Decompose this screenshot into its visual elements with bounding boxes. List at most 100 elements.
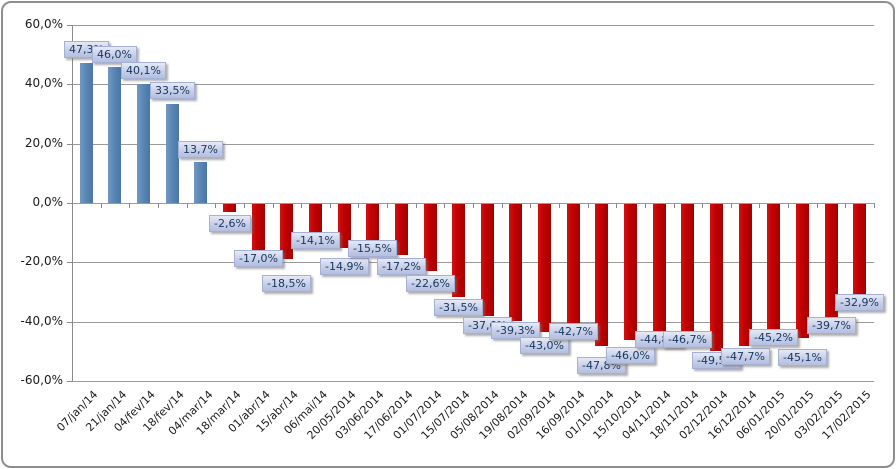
x-axis-tick <box>530 203 531 208</box>
y-axis-label: 0,0% <box>32 195 64 209</box>
value-label: -39,3% <box>491 322 540 339</box>
value-label: 46,0% <box>92 46 137 63</box>
gridline <box>72 25 874 26</box>
y-axis-tick <box>67 203 72 204</box>
x-axis-tick <box>588 203 589 208</box>
value-label: 33,5% <box>150 82 195 99</box>
value-label: -45,2% <box>749 329 798 346</box>
bar <box>825 204 838 322</box>
bar <box>653 204 666 337</box>
x-axis-tick <box>616 203 617 208</box>
y-axis-label: -20,0% <box>20 254 63 268</box>
bar <box>338 204 351 248</box>
x-axis-tick <box>674 203 675 208</box>
bar <box>366 204 379 250</box>
x-axis-tick <box>273 203 274 208</box>
value-label: -43,0% <box>520 337 569 354</box>
y-axis-label: 20,0% <box>24 136 63 150</box>
value-label: -15,5% <box>348 240 397 257</box>
value-label: -32,9% <box>835 294 884 311</box>
bar <box>509 204 522 321</box>
y-axis-tick <box>67 84 72 85</box>
x-axis-tick <box>645 203 646 208</box>
gridline <box>72 144 874 145</box>
x-axis-tick <box>731 203 732 208</box>
x-axis-tick <box>817 203 818 208</box>
bar <box>710 204 723 351</box>
y-axis-label: 40,0% <box>24 76 63 90</box>
y-axis-tick <box>67 262 72 263</box>
value-label: -22,6% <box>406 275 455 292</box>
bar <box>796 204 809 338</box>
x-axis-tick <box>358 203 359 208</box>
bar <box>80 63 93 203</box>
value-label: -45,1% <box>778 349 827 366</box>
value-label: 40,1% <box>121 62 166 79</box>
value-label: -31,5% <box>434 299 483 316</box>
value-label: -39,7% <box>807 317 856 334</box>
x-axis-tick <box>788 203 789 208</box>
value-label: -17,0% <box>234 250 283 267</box>
y-axis-tick <box>67 381 72 382</box>
x-axis-tick <box>759 203 760 208</box>
bar <box>395 204 408 255</box>
x-axis-tick <box>101 203 102 208</box>
bar <box>853 204 866 302</box>
value-label: -2,6% <box>209 215 251 232</box>
bar <box>567 204 580 331</box>
bar <box>481 204 494 316</box>
bar <box>739 204 752 346</box>
bar <box>252 204 265 254</box>
gridline <box>72 84 874 85</box>
value-label: -14,9% <box>320 258 369 275</box>
bar <box>767 204 780 338</box>
bar <box>166 104 179 203</box>
value-label: -46,0% <box>606 347 655 364</box>
y-axis-tick <box>67 25 72 26</box>
bar <box>108 67 121 203</box>
value-label: -47,7% <box>721 348 770 365</box>
x-axis-tick <box>158 203 159 208</box>
bar <box>452 204 465 297</box>
y-axis-tick <box>67 322 72 323</box>
value-label: -18,5% <box>262 275 311 292</box>
value-label: -46,7% <box>663 331 712 348</box>
x-axis-tick <box>72 203 73 208</box>
gridline <box>72 381 874 382</box>
y-axis-label: 60,0% <box>24 17 63 31</box>
y-axis-tick <box>67 144 72 145</box>
bar <box>137 84 150 203</box>
y-axis-label: -40,0% <box>20 314 63 328</box>
x-axis-tick <box>874 203 875 208</box>
x-axis-tick <box>559 203 560 208</box>
value-label: -17,2% <box>377 258 426 275</box>
bar <box>194 162 207 203</box>
x-axis-tick <box>215 203 216 208</box>
gridline <box>72 262 874 263</box>
x-axis-tick <box>330 203 331 208</box>
value-label: -14,1% <box>291 232 340 249</box>
bar <box>681 204 694 343</box>
x-axis-tick <box>301 203 302 208</box>
x-axis-tick <box>702 203 703 208</box>
x-axis-tick <box>387 203 388 208</box>
y-axis-label: -60,0% <box>20 373 63 387</box>
bar <box>624 204 637 340</box>
bar <box>280 204 293 259</box>
bar <box>595 204 608 346</box>
x-axis-tick <box>244 203 245 208</box>
x-axis-tick <box>129 203 130 208</box>
value-label: 13,7% <box>178 141 223 158</box>
x-axis-tick <box>187 203 188 208</box>
value-label: -42,7% <box>549 323 598 340</box>
x-axis-tick <box>502 203 503 208</box>
x-axis-tick <box>444 203 445 208</box>
bar <box>223 204 236 212</box>
x-axis-tick <box>416 203 417 208</box>
bar <box>538 204 551 332</box>
x-axis-tick <box>845 203 846 208</box>
bar <box>424 204 437 271</box>
x-axis-tick <box>473 203 474 208</box>
